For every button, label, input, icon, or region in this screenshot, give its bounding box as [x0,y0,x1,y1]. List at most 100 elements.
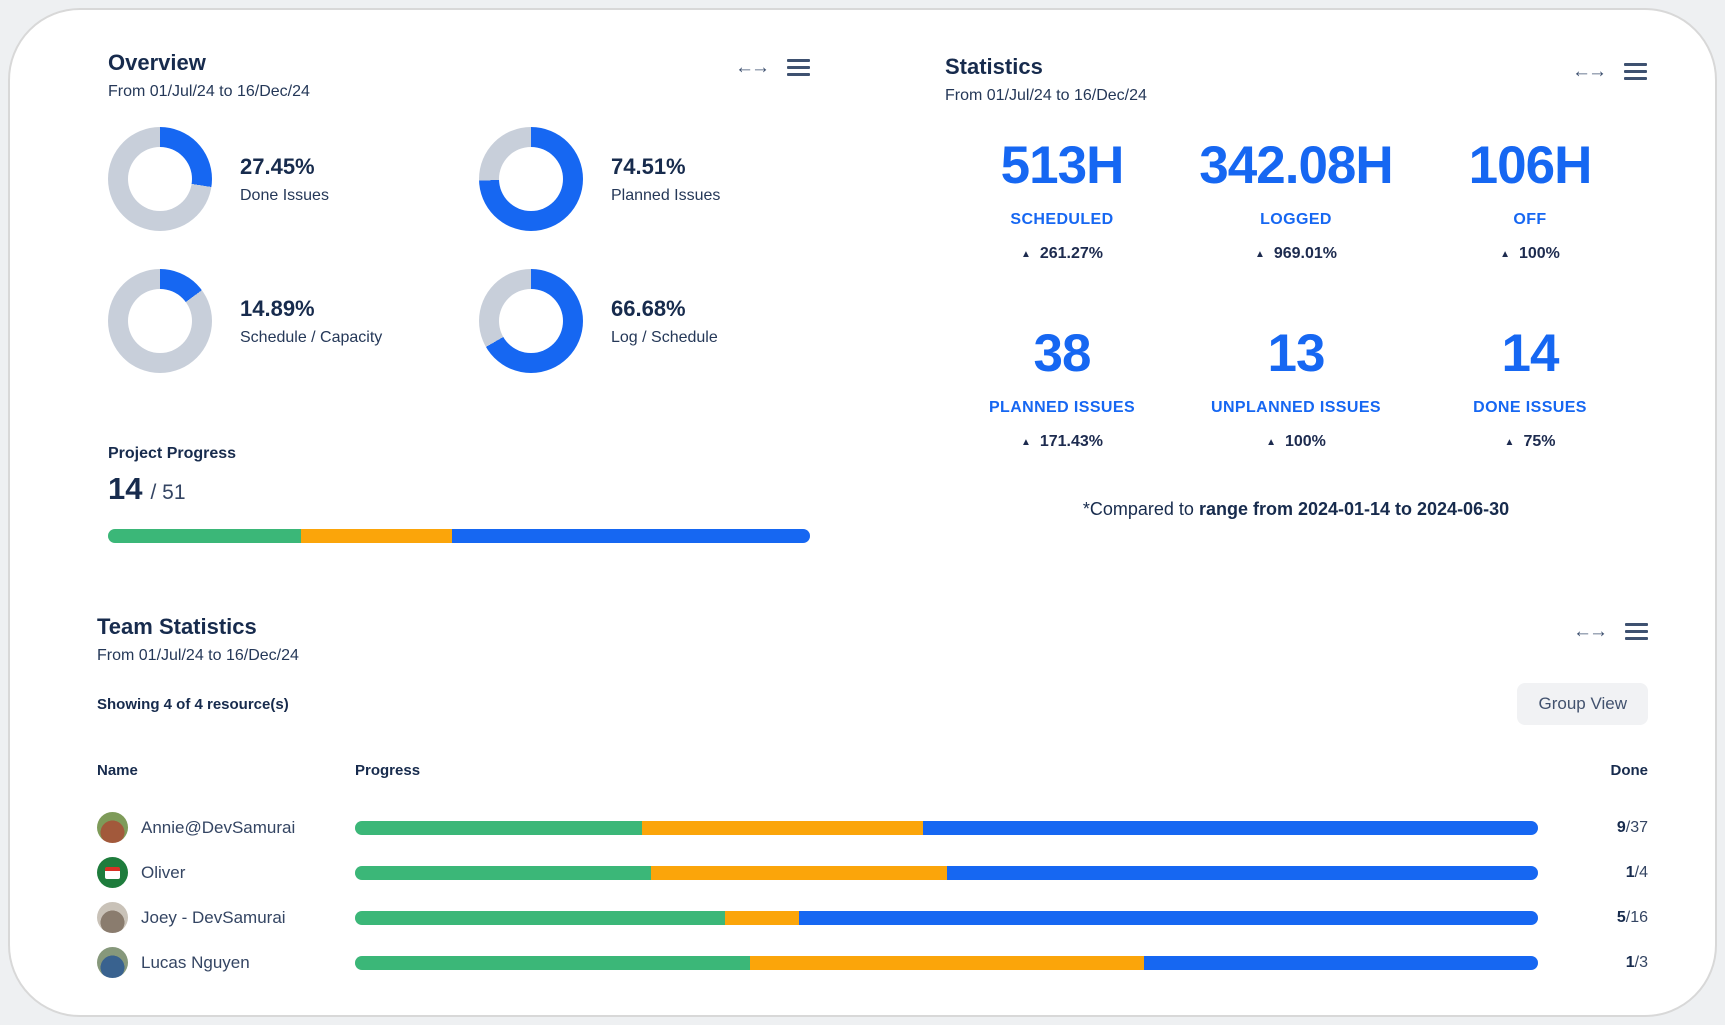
stat-logged: 342.08H LOGGED ▲ 969.01% [1179,135,1413,263]
menu-icon[interactable] [1625,623,1648,640]
avatar [97,812,128,843]
member-name: Lucas Nguyen [141,952,250,972]
donut-cell-schedule-capacity: 14.89% Schedule / Capacity [108,269,439,373]
stat-label: UNPLANNED ISSUES [1211,399,1381,416]
donut-label: Done Issues [240,186,329,204]
table-row: Lucas Nguyen 1/3 [97,940,1648,985]
trend-up-icon: ▲ [1504,436,1515,448]
team-table: Name Progress Done Annie@DevSamurai 9/37… [97,753,1648,985]
dashboard-card: Overview From 01/Jul/24 to 16/Dec/24 ←→ … [8,8,1717,1017]
trend-up-icon: ▲ [1020,436,1031,448]
column-header-name: Name [97,761,138,779]
team-header: Team Statistics From 01/Jul/24 to 16/Dec… [97,614,1648,665]
overview-date-range: From 01/Jul/24 to 16/Dec/24 [108,83,310,100]
avatar [97,857,128,888]
avatar [97,947,128,978]
column-header-progress: Progress [355,761,421,779]
trend-up-icon: ▲ [1020,248,1031,260]
stat-value: 513H [1000,136,1125,195]
overview-title: Overview [108,50,206,75]
trend-up-icon: ▲ [1500,248,1510,260]
avatar [97,902,128,933]
trend-up-icon: ▲ [1266,436,1276,448]
group-view-button[interactable]: Group View [1517,683,1648,725]
expand-horizontal-icon[interactable]: ←→ [1573,621,1608,642]
done-count: 1 [1625,953,1635,971]
bar-segment-green [355,910,725,925]
stat-off: 106H OFF ▲ 100% [1413,135,1647,263]
footnote-range: range from 2024-01-14 to 2024-06-30 [1198,499,1510,519]
comparison-footnote: *Compared to range from 2024-01-14 to 20… [945,499,1647,520]
team-date-range: From 01/Jul/24 to 16/Dec/24 [97,647,299,664]
done-total: /3 [1634,953,1648,971]
stat-label: PLANNED ISSUES [988,399,1136,416]
stat-delta-value: 969.01% [1273,245,1338,262]
project-progress-label: Project Progress [108,445,237,462]
donut-value: 27.45% [240,153,315,179]
done-total: /37 [1625,818,1648,836]
trend-up-icon: ▲ [1254,248,1265,260]
donut-chart-planned-issues [479,127,583,231]
member-progress-bar [355,865,1538,880]
bar-segment-blue [922,820,1538,835]
table-row: Annie@DevSamurai 9/37 [97,805,1648,850]
stat-label: DONE ISSUES [1473,399,1587,416]
overview-panel: Overview From 01/Jul/24 to 16/Dec/24 ←→ … [108,50,810,543]
member-progress-bar [355,820,1538,835]
donut-value: 14.89% [240,295,315,321]
menu-icon[interactable] [1624,63,1647,80]
bar-segment-blue [452,529,810,543]
donut-cell-log-schedule: 66.68% Log / Schedule [479,269,810,373]
bar-segment-blue [1144,955,1538,970]
stat-value: 38 [1033,324,1092,383]
bar-segment-orange [300,529,453,543]
statistics-panel: Statistics From 01/Jul/24 to 16/Dec/24 ←… [945,54,1647,520]
member-name: Oliver [141,862,186,882]
member-name: Joey - DevSamurai [141,907,286,927]
table-row: Oliver 1/4 [97,850,1648,895]
stat-delta-value: 75% [1523,433,1556,450]
donut-chart-done-issues [108,127,212,231]
member-progress-bar [355,955,1538,970]
statistics-header: Statistics From 01/Jul/24 to 16/Dec/24 ←… [945,54,1647,105]
stat-scheduled: 513H SCHEDULED ▲ 261.27% [945,135,1179,263]
stat-value: 14 [1501,324,1560,383]
footnote-prefix: *Compared to [1082,499,1199,519]
table-row: Joey - DevSamurai 5/16 [97,895,1648,940]
done-count: 1 [1625,863,1635,881]
stat-value: 106H [1468,136,1593,195]
project-progress-done-count: 14 [108,471,143,506]
done-count: 9 [1616,818,1626,836]
project-progress-total-count: / 51 [150,481,186,504]
overview-header: Overview From 01/Jul/24 to 16/Dec/24 ←→ [108,50,810,101]
member-name: Annie@DevSamurai [141,817,296,837]
donut-label: Log / Schedule [611,328,718,346]
stat-label: OFF [1513,211,1547,228]
stat-done-issues: 14 DONE ISSUES ▲ 75% [1413,323,1647,451]
bar-segment-green [108,529,301,543]
overview-donut-grid: 27.45% Done Issues 74.51% Planned Issues… [108,127,810,373]
stat-delta-value: 171.43% [1039,433,1104,450]
donut-cell-done-issues: 27.45% Done Issues [108,127,439,231]
project-progress-block: Project Progress 14 / 51 [108,445,810,543]
bar-segment-green [355,955,751,970]
team-title: Team Statistics [97,614,257,639]
bar-segment-green [355,865,651,880]
bar-segment-green [355,820,643,835]
bar-segment-blue [946,865,1538,880]
donut-chart-schedule-capacity [108,269,212,373]
team-statistics-panel: Team Statistics From 01/Jul/24 to 16/Dec… [97,614,1648,985]
expand-horizontal-icon[interactable]: ←→ [735,57,770,78]
donut-value: 74.51% [611,153,686,179]
menu-icon[interactable] [787,59,810,76]
statistics-date-range: From 01/Jul/24 to 16/Dec/24 [945,87,1147,104]
project-progress-bar [108,529,810,543]
stat-value: 342.08H [1199,136,1393,195]
expand-horizontal-icon[interactable]: ←→ [1572,61,1607,82]
donut-chart-log-schedule [479,269,583,373]
stat-value: 13 [1267,324,1326,383]
donut-value: 66.68% [611,295,686,321]
stat-label: SCHEDULED [1010,211,1114,228]
member-progress-bar [355,910,1538,925]
bar-segment-orange [650,865,947,880]
